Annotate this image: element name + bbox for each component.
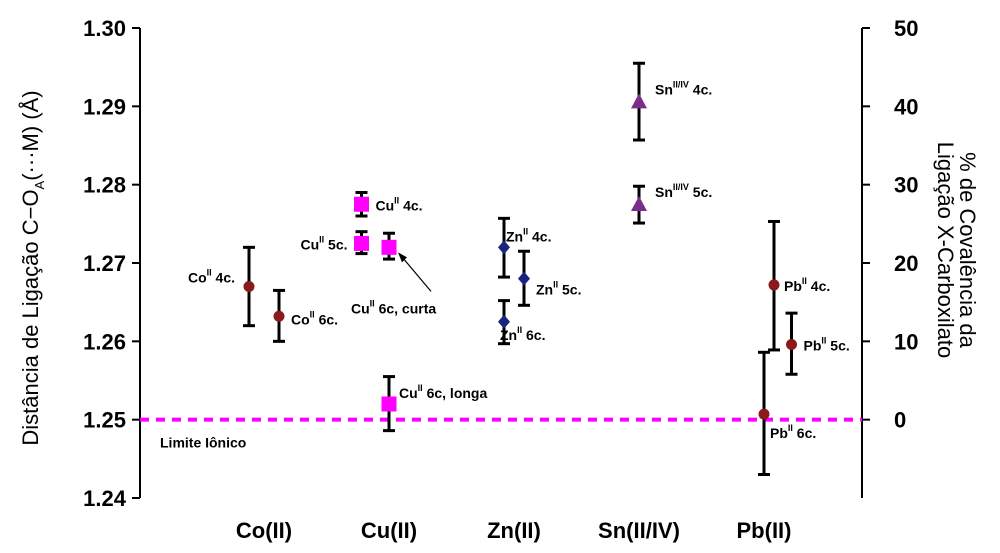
point-label: SnII/IV 4c. bbox=[655, 79, 712, 97]
data-point-circle bbox=[786, 338, 797, 350]
point-label: CuII 6c, curta bbox=[351, 298, 436, 316]
point-label: PbII 4c. bbox=[784, 276, 830, 294]
data-point-diamond bbox=[498, 314, 510, 329]
data-point-circle bbox=[273, 310, 285, 322]
left-tick-label: 1.29 bbox=[83, 94, 126, 119]
data-point-circle bbox=[243, 281, 255, 292]
data-point-square bbox=[354, 196, 369, 212]
data-point-diamond bbox=[518, 271, 530, 286]
left-tick-label: 1.30 bbox=[83, 16, 126, 41]
right-tick-label: 50 bbox=[894, 16, 918, 41]
right-tick-label: 30 bbox=[894, 173, 918, 198]
point-label: PbII 6c. bbox=[770, 423, 816, 441]
point-label: CuII 6c, longa bbox=[399, 383, 487, 401]
point-label: CoII 6c. bbox=[291, 309, 338, 327]
category-label: Sn(II/IV) bbox=[598, 518, 680, 543]
annotation-arrow-head bbox=[398, 252, 407, 263]
reference-line-group: Limite Iônico bbox=[140, 417, 862, 451]
right-tick-label: 20 bbox=[894, 251, 918, 276]
point-label: SnII/IV 5c. bbox=[655, 182, 712, 200]
point-labels-group: CoII 4c. CoII 6c. CuII 4c. CuII 5c. CuII 6c,… bbox=[188, 79, 850, 441]
left-tick-label: 1.24 bbox=[83, 486, 127, 511]
point-label: ZnII 6c. bbox=[500, 325, 545, 343]
right-tick-label: 40 bbox=[894, 94, 918, 119]
data-point-circle bbox=[768, 279, 780, 291]
point-label: PbII 5c. bbox=[804, 335, 850, 353]
point-label: CuII 5c. bbox=[300, 234, 347, 252]
category-label: Pb(II) bbox=[737, 518, 792, 543]
category-label: Zn(II) bbox=[487, 518, 541, 543]
left-tick-label: 1.27 bbox=[83, 251, 126, 276]
point-label: ZnII 4c. bbox=[506, 226, 551, 244]
left-tick-label: 1.28 bbox=[83, 173, 126, 198]
data-point-square bbox=[381, 396, 397, 412]
ionic-limit-label: Limite Iônico bbox=[160, 435, 246, 451]
category-label: Co(II) bbox=[236, 518, 292, 543]
left-tick-label: 1.26 bbox=[83, 329, 126, 354]
axes-group: 1.24 1.25 1.26 1.27 1.28 1.29 1.30 0 10 20 30 40 50 C… bbox=[83, 16, 918, 543]
right-axis-title-line1: % de Covalência da bbox=[955, 152, 980, 348]
point-label: CuII 4c. bbox=[376, 195, 423, 213]
right-tick-label: 0 bbox=[894, 408, 906, 433]
left-tick-label: 1.25 bbox=[83, 408, 126, 433]
right-tick-label: 10 bbox=[894, 329, 918, 354]
data-point-diamond bbox=[498, 240, 510, 255]
points-group bbox=[243, 61, 798, 476]
data-point-triangle bbox=[631, 93, 647, 109]
right-axis-title-line2: Ligação X-Carboxilato bbox=[933, 142, 958, 358]
data-point-square bbox=[381, 239, 397, 255]
data-point-triangle bbox=[631, 196, 647, 212]
left-axis-title: Distância de Ligação C−OA(···M) (Å) bbox=[18, 90, 47, 445]
data-point-square bbox=[354, 235, 369, 251]
point-label: ZnII 5c. bbox=[536, 280, 581, 298]
point-label: CoII 4c. bbox=[188, 268, 235, 286]
data-point-circle bbox=[758, 408, 770, 420]
category-label: Cu(II) bbox=[361, 518, 417, 543]
